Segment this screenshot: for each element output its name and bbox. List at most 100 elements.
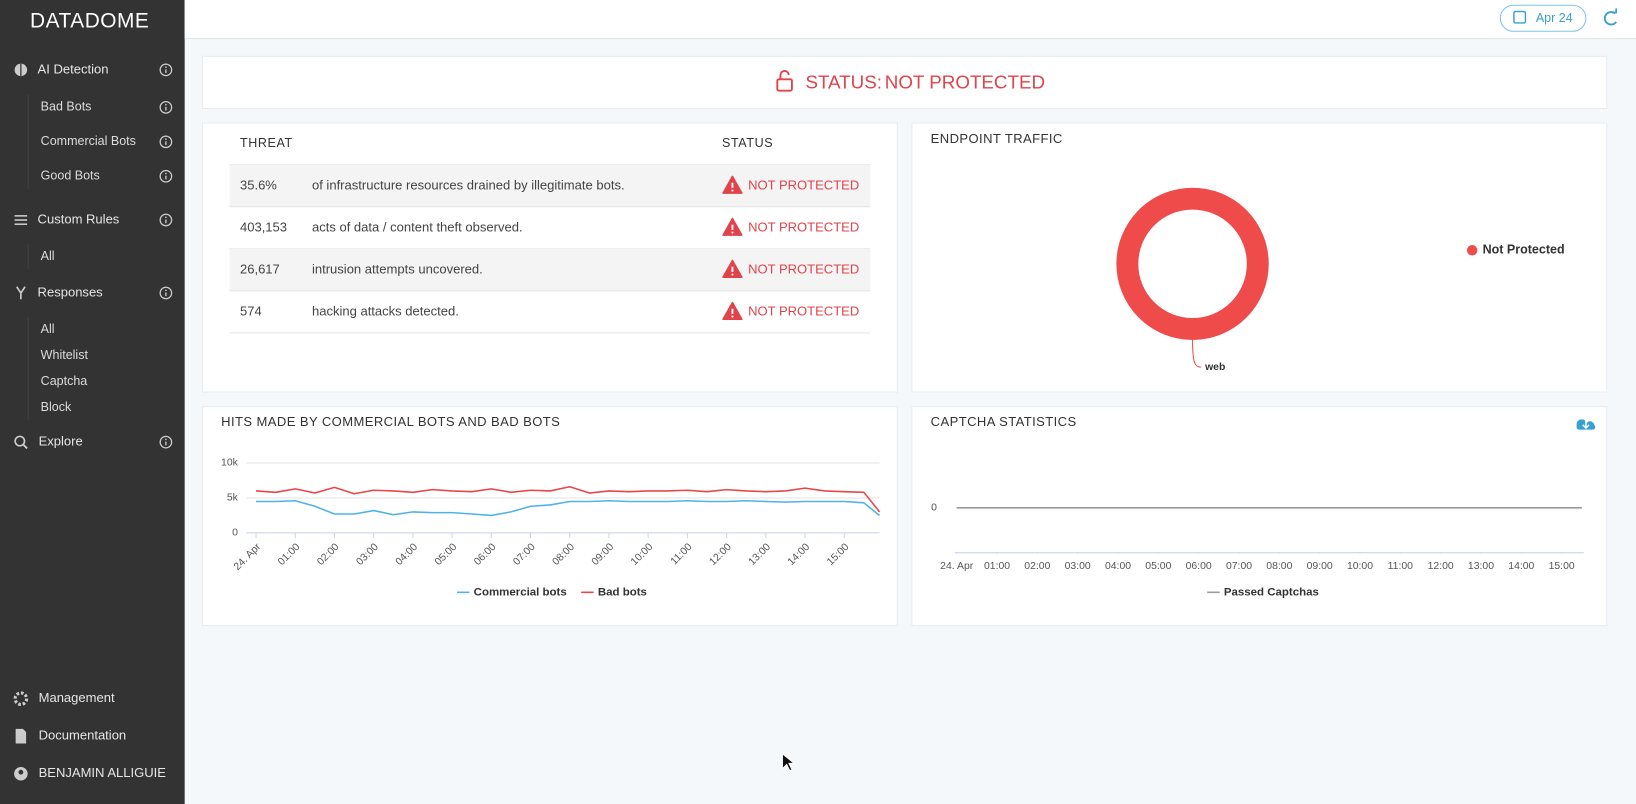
nav-item[interactable]: Captcha [41, 374, 88, 388]
data-label: web [1204, 362, 1225, 373]
footer-nav-item[interactable]: Management [39, 690, 115, 705]
series-line [255, 485, 881, 513]
legend-label[interactable]: Passed Captchas [1224, 586, 1319, 598]
info-icon-dot [165, 103, 167, 106]
nav-item[interactable]: Bad Bots [41, 100, 92, 114]
x-tick-label: 10:00 [1347, 561, 1373, 572]
x-tick-label: 04:00 [1105, 561, 1131, 572]
x-tick-label: 14:00 [1508, 561, 1534, 572]
status-value: NOT PROTECTED [885, 71, 1045, 92]
hits-card [201, 406, 898, 627]
info-icon[interactable] [159, 213, 173, 227]
warning-icon-dot [731, 231, 734, 234]
nav-item[interactable]: All [41, 322, 55, 336]
mouse-cursor [782, 753, 796, 772]
info-icon[interactable] [159, 169, 173, 183]
nav-section[interactable]: Explore [39, 434, 83, 449]
refresh-icon-arrow [1612, 8, 1618, 14]
threat-status: NOT PROTECTED [748, 303, 859, 318]
warning-icon-dot [731, 273, 734, 276]
threat-status: NOT PROTECTED [748, 261, 859, 276]
threat-status: NOT PROTECTED [748, 177, 859, 192]
table-row-bg [229, 248, 871, 291]
lock-icon-body [776, 78, 793, 92]
table-header: STATUS [722, 136, 773, 150]
legend-label[interactable]: Not Protected [1483, 243, 1565, 257]
lock-icon-shackle [779, 69, 790, 80]
refresh-icon[interactable] [1603, 11, 1617, 26]
nav-item[interactable]: All [41, 249, 55, 263]
info-icon[interactable] [159, 286, 173, 300]
threat-text: intrusion attempts uncovered. [312, 261, 483, 276]
info-icon[interactable] [159, 435, 173, 449]
info-icon-dot [165, 172, 167, 175]
footer-icon [15, 728, 27, 744]
nav-section[interactable]: AI Detection [38, 61, 109, 76]
x-tick-label: 08:00 [1266, 561, 1292, 572]
nav-icon [15, 286, 26, 300]
legend-label[interactable]: Commercial bots [474, 586, 567, 598]
chart-title: HITS MADE BY COMMERCIAL BOTS AND BAD BOT… [221, 414, 560, 429]
status-label: STATUS: [805, 71, 881, 92]
warning-icon-dot [731, 315, 734, 318]
nav-item[interactable]: Whitelist [41, 348, 89, 362]
info-icon[interactable] [159, 135, 173, 149]
footer-icon [13, 691, 29, 706]
x-tick-label: 07:00 [1226, 561, 1252, 572]
x-tick-label: 13:00 [1468, 561, 1494, 572]
threat-text: acts of data / content theft observed. [312, 219, 523, 234]
info-icon-dot [165, 438, 167, 441]
legend-label[interactable]: Bad bots [598, 586, 647, 598]
footer-icon-head [18, 769, 24, 775]
legend-swatch [1466, 245, 1478, 256]
y-tick-label: 10k [221, 458, 239, 469]
footer-nav-item[interactable]: Documentation [39, 728, 127, 743]
info-icon-dot [165, 289, 167, 292]
x-tick-label: 01:00 [984, 561, 1010, 572]
x-tick-label: 24. Apr [940, 561, 974, 572]
nav-section[interactable]: Responses [38, 284, 104, 299]
calendar-icon [1513, 10, 1527, 24]
info-icon[interactable] [159, 101, 173, 114]
info-icon-dot [165, 138, 167, 140]
x-tick-label: 09:00 [1307, 561, 1333, 572]
x-tick-label: 02:00 [1024, 561, 1050, 572]
nav-item[interactable]: Good Bots [41, 169, 100, 183]
x-tick-label: 06:00 [1186, 561, 1212, 572]
x-tick-label: 15:00 [1549, 561, 1575, 572]
chart-title: ENDPOINT TRAFFIC [931, 131, 1063, 146]
nav-section[interactable]: Custom Rules [38, 211, 120, 226]
nav-item[interactable]: Commercial Bots [41, 134, 136, 148]
info-icon[interactable] [159, 63, 173, 77]
x-tick-label: 12:00 [1428, 561, 1454, 572]
y-tick-label: 5k [227, 493, 239, 504]
nav-icon [14, 435, 26, 447]
table-header: THREAT [240, 136, 293, 150]
x-tick-label: 05:00 [1145, 561, 1171, 572]
threat-value: 35.6% [240, 177, 277, 192]
y-tick-label: 0 [931, 503, 937, 514]
date-label: Apr 24 [1536, 11, 1573, 25]
nav-icon-handle [22, 443, 28, 450]
x-tick-label: 11:00 [1388, 561, 1414, 572]
sidebar [0, 0, 185, 804]
series-line [256, 499, 881, 517]
warning-icon-dot [731, 189, 734, 192]
top-bar [184, 0, 1636, 39]
data-label-connector [1192, 339, 1201, 368]
x-tick-label: 03:00 [1065, 561, 1091, 572]
threat-value: 403,153 [240, 219, 287, 234]
threat-status: NOT PROTECTED [748, 219, 859, 234]
footer-nav-item[interactable]: BENJAMIN ALLIGUIE [39, 765, 167, 780]
nav-item[interactable]: Block [41, 400, 72, 414]
info-icon-dot [165, 216, 167, 219]
threat-value: 574 [240, 303, 262, 318]
threat-value: 26,617 [240, 261, 280, 276]
status-card [201, 55, 1608, 109]
info-icon-dot [165, 66, 167, 68]
logo: DATADOME [30, 9, 149, 32]
donut-slice [1116, 187, 1269, 340]
